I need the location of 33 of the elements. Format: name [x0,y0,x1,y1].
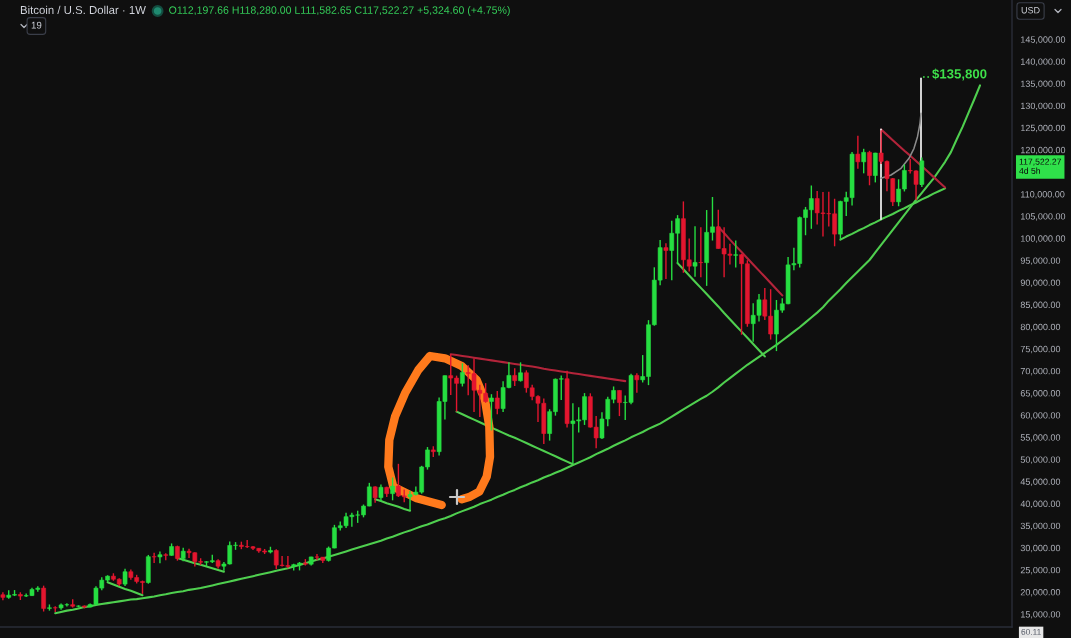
y-tick-label: 65,000.00 [1020,390,1061,398]
annotation: 19 [31,21,42,29]
text: 60.11 [1021,628,1041,635]
y-tick-label: 20,000.00 [1020,589,1061,597]
annotation: $135,800 [932,68,987,81]
y-tick-label: 125,000.00 [1021,124,1066,133]
y-tick-label: 80,000.00 [1020,323,1061,332]
y-tick-label: 70,000.00 [1020,367,1061,376]
text: 117,522.27 4d 5h [1019,158,1062,174]
y-tick-label: 90,000.00 [1020,279,1061,287]
y-tick-label: 40,000.00 [1020,500,1061,509]
y-tick-label: 100,000.00 [1021,235,1066,243]
text: O112,197.66 H118,280.00 L111,582.65 C117,522.27 +5,324.60 (+4.75%) [169,6,510,16]
y-tick-label: 30,000.00 [1020,544,1061,553]
text: USD [1021,7,1040,14]
y-tick-label: 110,000.00 [1021,191,1065,199]
y-tick-label: 45,000.00 [1020,478,1061,486]
y-tick-label: 140,000.00 [1021,58,1066,66]
y-tick-label: 55,000.00 [1020,434,1061,442]
y-tick-label: 135,000.00 [1021,80,1066,88]
y-tick-label: 35,000.00 [1020,522,1061,531]
y-tick-label: 120,000.00 [1021,146,1066,155]
y-tick-label: 145,000.00 [1021,36,1066,44]
y-tick-label: 50,000.00 [1020,456,1061,464]
y-tick-label: 85,000.00 [1020,301,1061,310]
y-tick-label: 105,000.00 [1021,213,1066,221]
y-tick-label: 75,000.00 [1020,345,1061,354]
y-tick-label: 25,000.00 [1020,566,1061,575]
y-tick-label: 60,000.00 [1020,412,1061,420]
y-tick-label: 130,000.00 [1021,102,1066,111]
chart-title: Bitcoin / U.S. Dollar · 1W [20,5,146,15]
y-tick-label: 15,000.00 [1021,611,1061,619]
y-tick-label: 95,000.00 [1020,257,1061,265]
